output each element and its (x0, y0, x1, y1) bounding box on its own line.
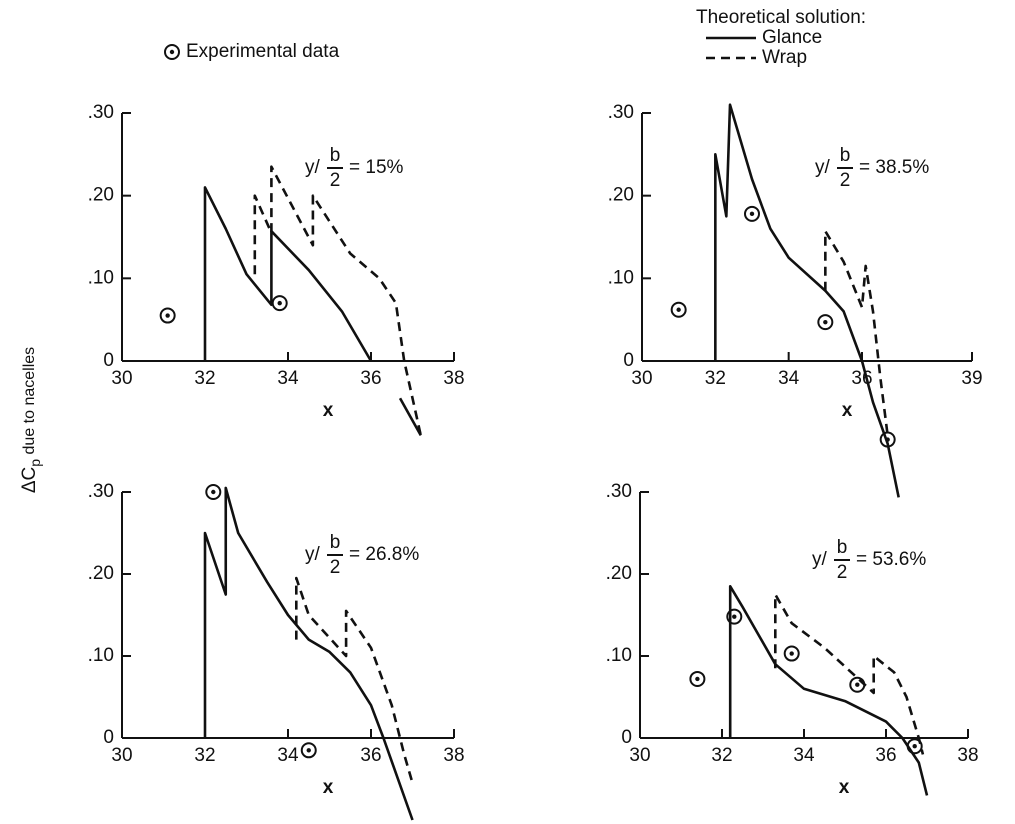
annotation-rhs: = 38.5% (859, 157, 929, 178)
x-tick-label: 38 (443, 745, 464, 766)
x-axis-label: x (323, 777, 334, 798)
y-tick-label: .10 (88, 267, 114, 288)
y-axis-label: ΔCp due to nacelles (19, 347, 43, 493)
data-point-center (912, 744, 917, 749)
data-point-center (306, 748, 311, 753)
data-point-center (277, 300, 282, 306)
data-point-center (169, 49, 175, 55)
annotation-rhs: = 26.8% (349, 544, 419, 565)
data-point-center (732, 614, 737, 619)
y-label-text: due to nacelles (21, 347, 38, 459)
glance-line (714, 103, 900, 498)
x-tick-label: 36 (360, 368, 381, 389)
x-tick-label: 34 (277, 745, 299, 766)
data-point-center (855, 682, 860, 687)
legend-label: Wrap (762, 47, 807, 68)
x-axis-label: x (323, 400, 334, 421)
annotation-den: 2 (330, 557, 341, 578)
y-tick-label: .20 (608, 185, 634, 206)
annotation-num: b (330, 532, 341, 553)
legend-label: Glance (762, 27, 822, 48)
annotation-den: 2 (330, 170, 341, 191)
y-tick-label: .30 (608, 102, 634, 123)
data-point-center (789, 651, 794, 656)
x-tick-label: 36 (875, 745, 896, 766)
y-tick-label: .10 (608, 267, 634, 288)
y-label-symbol: ΔC (19, 467, 40, 493)
x-tick-label: 34 (277, 368, 299, 389)
annotation-rhs: = 53.6% (856, 549, 926, 570)
x-tick-label: 38 (443, 368, 464, 389)
wrap-line (295, 576, 414, 784)
glance-line (203, 186, 422, 437)
annotation-num: b (837, 537, 848, 558)
y-tick-label: .30 (88, 102, 114, 123)
data-point-center (211, 489, 216, 495)
wrap-line (774, 593, 925, 755)
annotation-num: b (330, 145, 341, 166)
annotation-num: b (840, 145, 851, 166)
y-tick-label: .30 (88, 481, 114, 502)
y-tick-label: .20 (88, 185, 114, 206)
x-tick-label: 32 (194, 745, 215, 766)
x-tick-label: 38 (957, 745, 978, 766)
data-point-center (749, 211, 755, 217)
annotation-lhs: y/ (305, 157, 321, 178)
annotation-lhs: y/ (812, 549, 828, 570)
legend-title: Theoretical solution: (696, 7, 866, 28)
x-tick-label: 30 (631, 368, 652, 389)
y-tick-label: 0 (621, 727, 632, 748)
y-tick-label: .10 (606, 645, 632, 666)
glance-line (203, 486, 414, 821)
x-tick-label: 30 (111, 745, 132, 766)
data-point-center (695, 676, 700, 682)
annotation-rhs: = 15% (349, 157, 404, 178)
y-tick-label: 0 (623, 350, 634, 371)
x-tick-label: 34 (793, 745, 815, 766)
legend-label: Experimental data (186, 41, 340, 62)
x-tick-label: 34 (778, 368, 800, 389)
data-point-center (823, 319, 828, 325)
x-tick-label: 39 (961, 368, 982, 389)
y-tick-label: .20 (606, 563, 632, 584)
y-label-sub: p (27, 459, 43, 467)
x-tick-label: 32 (705, 368, 726, 389)
annotation-lhs: y/ (305, 544, 321, 565)
annotation-lhs: y/ (815, 157, 831, 178)
y-tick-label: .20 (88, 563, 114, 584)
glance-line (728, 585, 929, 796)
x-tick-label: 32 (194, 368, 215, 389)
wrap-line (824, 229, 889, 436)
data-point-center (165, 313, 170, 318)
data-point-center (676, 307, 681, 312)
wrap-line (253, 165, 423, 436)
x-tick-label: 30 (111, 368, 132, 389)
x-tick-label: 32 (711, 745, 732, 766)
annotation-den: 2 (840, 170, 851, 191)
x-axis-label: x (842, 400, 853, 421)
y-tick-label: 0 (103, 727, 114, 748)
x-axis-label: x (839, 777, 850, 798)
y-tick-label: 0 (103, 350, 114, 371)
x-tick-label: 36 (360, 745, 381, 766)
y-tick-label: .10 (88, 645, 114, 666)
annotation-den: 2 (837, 562, 848, 583)
x-tick-label: 30 (629, 745, 650, 766)
y-tick-label: .30 (606, 481, 632, 502)
